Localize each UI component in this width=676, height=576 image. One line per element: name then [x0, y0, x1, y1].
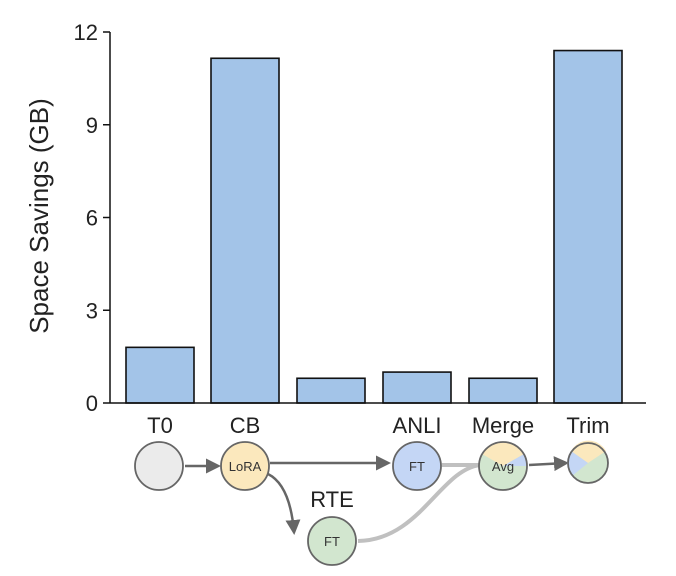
- node-rte-ft: [307, 516, 357, 566]
- bar-t0: [125, 346, 195, 404]
- category-label-cb: CB: [230, 413, 261, 438]
- bar-cb: [210, 57, 280, 404]
- edge-merge-trim: [528, 456, 569, 472]
- y-axis-title: Space Savings (GB): [24, 98, 54, 334]
- node-t0: [134, 441, 184, 491]
- category-label-anli: ANLI: [393, 413, 442, 438]
- y-tick-label: 9: [86, 113, 98, 138]
- y-tick-label: 6: [86, 206, 98, 231]
- node-anli-text: FT: [409, 459, 425, 474]
- y-tick-label: 0: [86, 391, 98, 416]
- category-label-trim: Trim: [566, 413, 609, 438]
- node-merge-avg: Avg: [478, 441, 528, 491]
- category-labels: T0 CB ANLI Merge Trim: [147, 413, 609, 438]
- node-cb-text: LoRA: [229, 459, 262, 474]
- node-merge-text: Avg: [492, 459, 514, 474]
- y-tick-label: 3: [86, 298, 98, 323]
- bar-trim: [553, 49, 623, 404]
- category-label-t0: T0: [147, 413, 173, 438]
- y-tick-label: 12: [74, 20, 98, 45]
- y-axis-ticks: 0 3 6 9 12: [74, 20, 110, 416]
- lineage-diagram: LoRA FT Avg RTE FT: [134, 440, 609, 566]
- node-anli-ft: [392, 441, 442, 491]
- bar-rte: [296, 377, 366, 404]
- rte-label: RTE: [310, 487, 354, 512]
- category-label-merge: Merge: [472, 413, 534, 438]
- bars-group: [125, 49, 623, 404]
- edge-cb-rte: [267, 472, 301, 535]
- node-cb-lora: [220, 441, 270, 491]
- edge-rte-merge: [357, 463, 481, 543]
- node-rte-text: FT: [324, 534, 340, 549]
- node-trim: [567, 440, 609, 484]
- bar-merge: [468, 377, 538, 404]
- bar-anli: [382, 371, 452, 404]
